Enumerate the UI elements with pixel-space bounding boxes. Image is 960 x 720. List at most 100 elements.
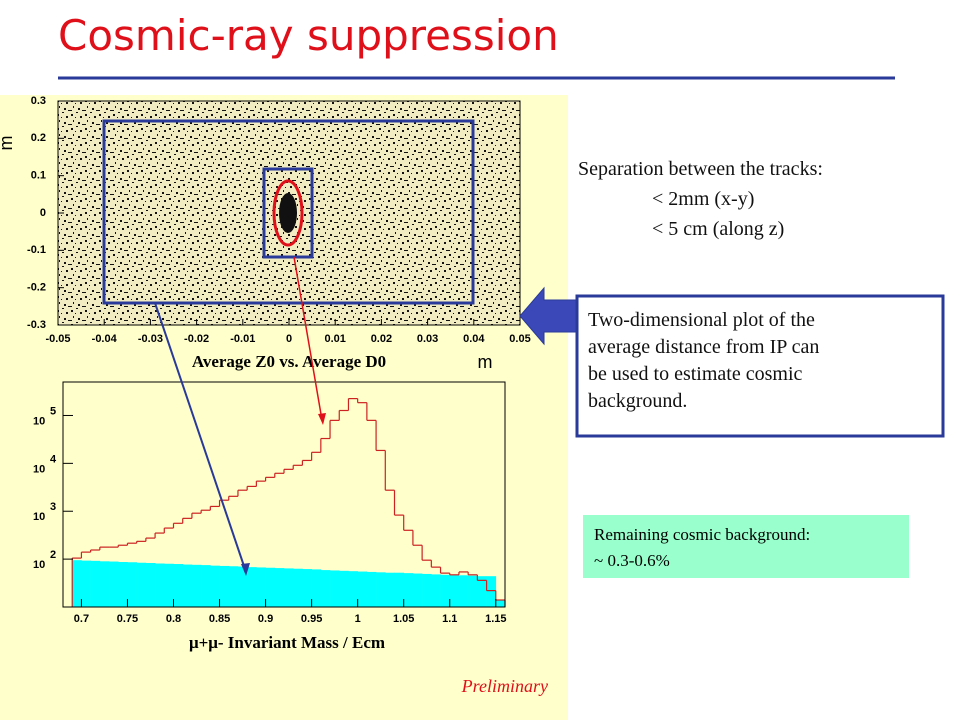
y-tick-label: 0.3: [31, 95, 46, 107]
hist-bar: [366, 571, 377, 607]
y-tick-power: 5: [50, 405, 56, 417]
x-tick-label: -0.02: [184, 333, 209, 345]
hist-bar: [136, 562, 147, 607]
hist-bar: [127, 562, 137, 607]
hist-bar: [118, 562, 128, 607]
y-tick-power: 2: [50, 549, 56, 561]
x-tick-label: 0.95: [301, 613, 322, 625]
note: Preliminary: [461, 676, 548, 696]
x-tick-label: 0.02: [371, 333, 392, 345]
x-tick-label: -0.03: [138, 333, 163, 345]
result-line: Remaining cosmic background:: [594, 525, 810, 544]
x-tick-label: 0.85: [209, 613, 230, 625]
hist-bar: [486, 576, 497, 607]
hist-bar: [182, 564, 193, 607]
y-tick-label: 0: [40, 207, 46, 219]
x-tick-label: -0.01: [230, 333, 255, 345]
hist-bar: [348, 571, 358, 607]
x-tick-label: 1: [355, 613, 361, 625]
hist-bar: [311, 569, 322, 607]
x-tick-label: -0.04: [92, 333, 118, 345]
hist-bar: [99, 561, 110, 607]
hist-bar: [210, 565, 220, 607]
separation-line: < 5 cm (along z): [652, 218, 784, 240]
hist-bar: [320, 570, 331, 607]
y-tick-label: 10: [33, 559, 45, 571]
chart-title: μ+μ- Invariant Mass / Ecm: [189, 633, 385, 652]
hist-bar: [385, 572, 395, 607]
hist-bar: [468, 575, 478, 607]
hist-bar: [440, 574, 451, 607]
separation-line: < 2mm (x-y): [652, 188, 754, 210]
hist-bar: [109, 561, 119, 607]
x-tick-label: -0.05: [45, 333, 70, 345]
x-tick-label: 0.04: [463, 333, 485, 345]
y-tick-power: 4: [50, 453, 57, 465]
note-line: background.: [588, 390, 687, 412]
x-tick-label: 0.9: [258, 613, 273, 625]
hist-bar: [164, 563, 174, 607]
x-tick-label: 0.75: [117, 613, 138, 625]
hist-bar: [237, 566, 248, 607]
hist-bar: [72, 560, 82, 607]
hist-bar: [256, 567, 266, 607]
arrow-inner: [293, 256, 323, 421]
y-tick-label: 10: [33, 511, 45, 523]
signal-cluster: [279, 193, 297, 233]
arrow-outer: [154, 302, 247, 573]
y-tick-label: 0.2: [31, 132, 46, 144]
x-tick-label: 0.01: [324, 333, 345, 345]
hist-bar: [90, 560, 101, 607]
note-line: Two-dimensional plot of the: [588, 309, 815, 331]
hist-bar: [302, 569, 312, 607]
separation-heading: Separation between the tracks:: [578, 158, 823, 180]
hist-bar: [284, 568, 294, 607]
outer-region: [102, 119, 475, 305]
hist-bar: [412, 573, 423, 607]
x-axis-label: m: [478, 352, 493, 372]
y-tick-label: 0.1: [31, 170, 46, 182]
hist-bar: [431, 574, 441, 607]
hist-bar: [247, 567, 257, 607]
x-tick-label: 0.03: [417, 333, 438, 345]
signal-ellipse: [272, 179, 304, 247]
hist-bar: [403, 573, 414, 607]
inner-region: [262, 167, 314, 259]
hist-bar: [265, 567, 276, 607]
chart-title: Average Z0 vs. Average D0: [192, 352, 386, 371]
hist-bar: [458, 575, 469, 607]
result-box: [583, 515, 909, 578]
y-tick-label: -0.2: [27, 282, 46, 294]
hist-bar: [477, 576, 487, 607]
hist-bar: [274, 568, 285, 607]
y-tick-label: 10: [33, 415, 45, 427]
arrow-head: [241, 563, 250, 576]
note-box: [575, 294, 945, 438]
slide-title: Cosmic-ray suppression: [58, 11, 559, 60]
x-tick-label: 0.05: [509, 333, 530, 345]
x-tick-label: 0: [286, 333, 292, 345]
hist-bar: [145, 562, 156, 607]
y-tick-label: -0.3: [27, 319, 46, 331]
note-line: average distance from IP can: [588, 336, 819, 358]
x-tick-label: 0.7: [74, 613, 89, 625]
hist-bar: [330, 570, 340, 607]
hist-bar: [81, 560, 91, 607]
hist-bar: [201, 565, 211, 607]
y-tick-power: 3: [50, 501, 56, 513]
hist-bar: [293, 568, 303, 607]
x-tick-label: 1.05: [393, 613, 414, 625]
result-line: ~ 0.3-0.6%: [594, 551, 670, 570]
hist-border: [62, 381, 506, 608]
x-tick-label: 1.1: [442, 613, 457, 625]
y-tick-label: -0.1: [27, 244, 46, 256]
x-tick-label: 0.8: [166, 613, 181, 625]
arrow-head: [318, 413, 326, 425]
hist-bar: [155, 563, 165, 607]
hist-bar: [495, 600, 506, 607]
y-tick-label: 10: [33, 463, 45, 475]
hist-bar: [376, 572, 386, 607]
hist-bar: [191, 564, 202, 607]
x-tick-label: 1.15: [485, 613, 506, 625]
